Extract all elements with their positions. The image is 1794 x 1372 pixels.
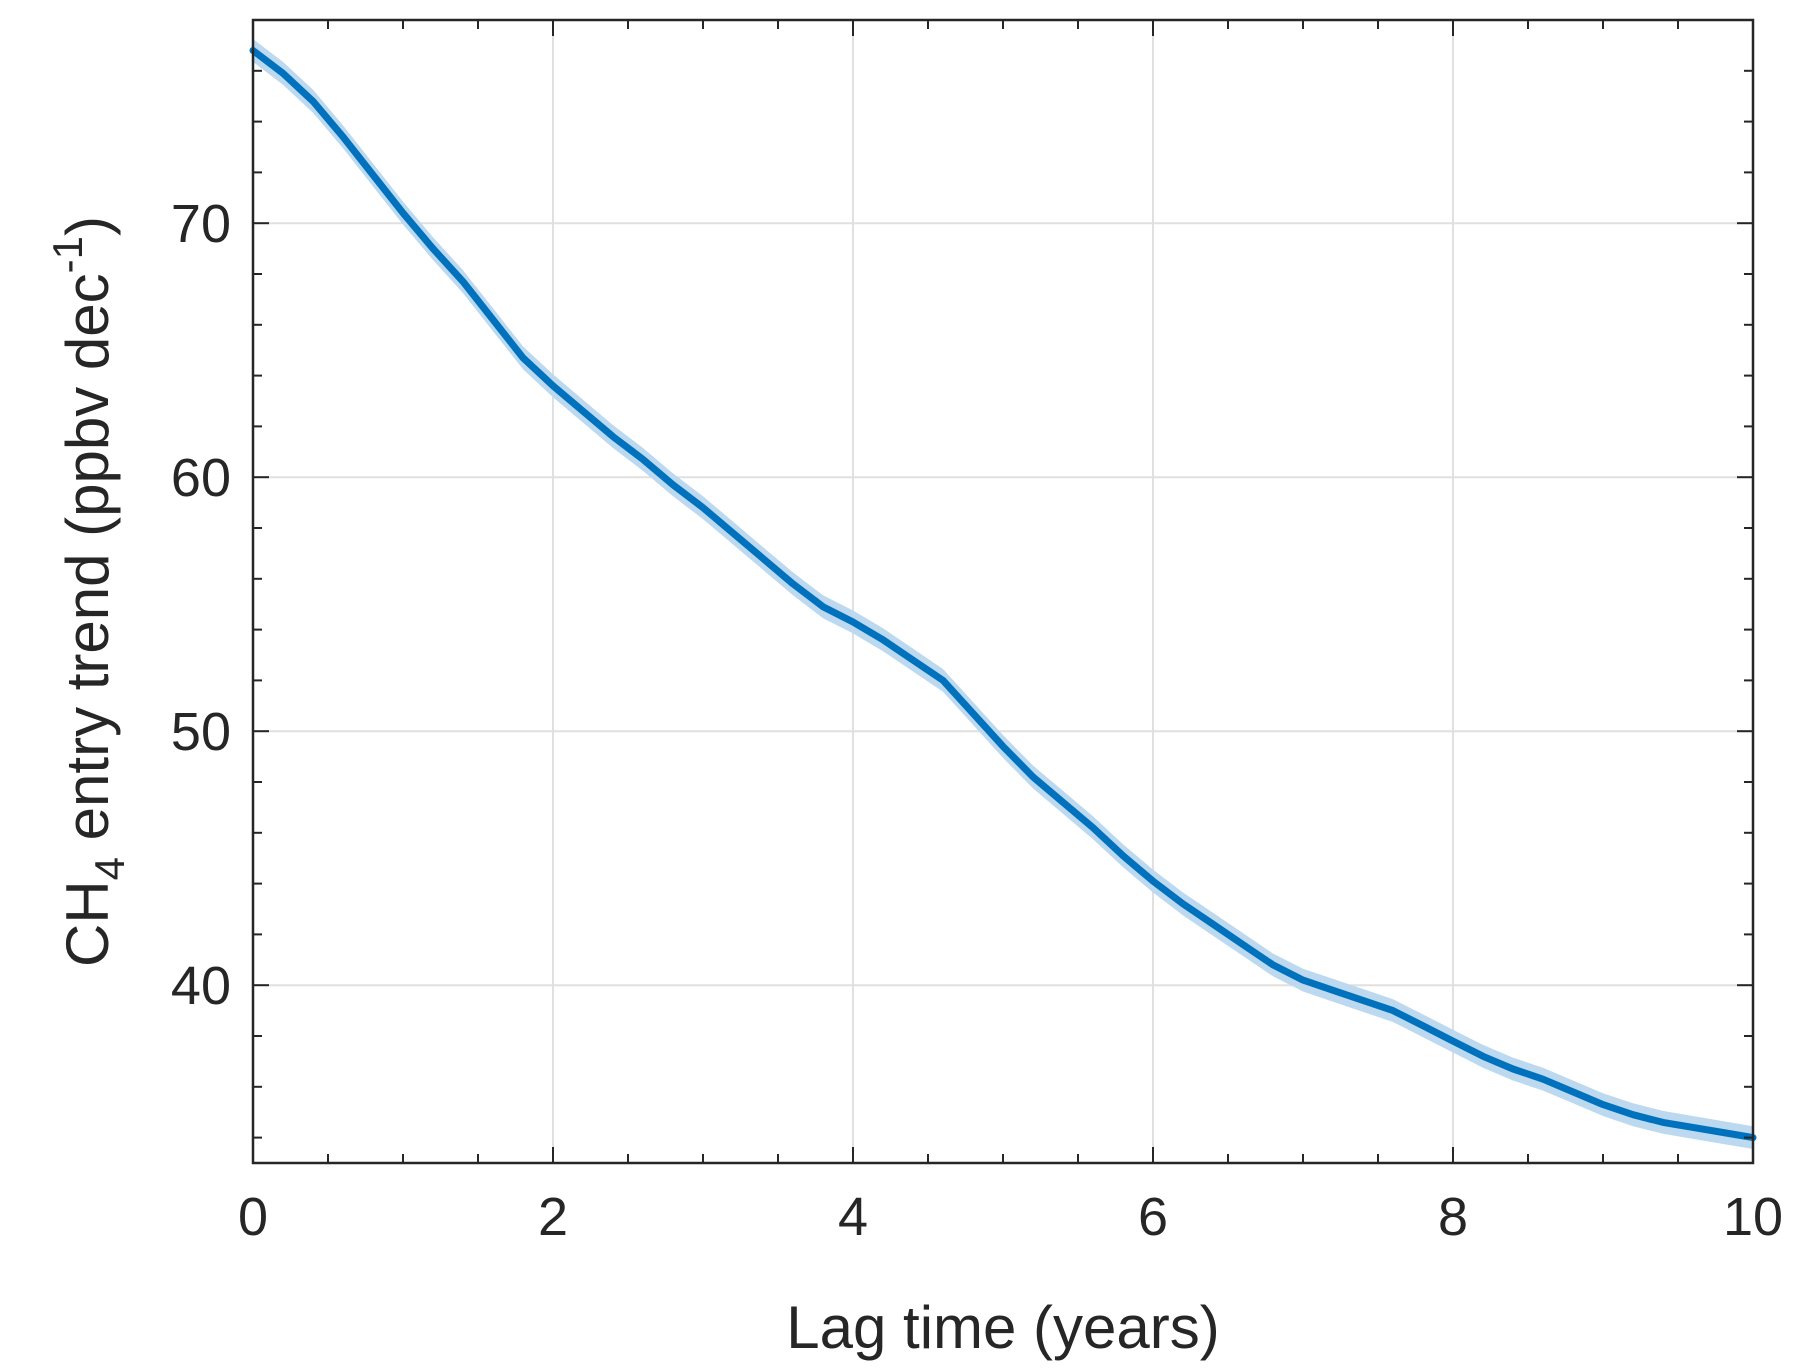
y-title-middle: entry trend (ppbv dec: [54, 273, 121, 857]
x-tick-label: 8: [1438, 1187, 1468, 1247]
grid: [252, 20, 1754, 1163]
series-confidence-band: [253, 39, 1753, 1149]
y-title-suffix: ): [54, 216, 121, 236]
y-title-subscript: 4: [86, 857, 133, 880]
x-tick-label: 4: [838, 1187, 868, 1247]
y-tick-label: 60: [171, 448, 231, 508]
series-line: [249, 47, 1757, 1142]
x-axis-title: Lag time (years): [786, 1294, 1219, 1361]
x-tick-label: 6: [1138, 1187, 1168, 1247]
plot-frame: [251, 18, 1755, 1165]
y-axis-title: CH4 entry trend (ppbv dec-1): [44, 216, 133, 967]
x-tick-label: 10: [1723, 1187, 1783, 1247]
tick-labels: 0 2 4 6 8 10 40 50 60 70: [171, 194, 1783, 1247]
y-tick-label: 70: [171, 194, 231, 254]
ticks: [252, 19, 1754, 1163]
y-tick-label: 40: [171, 956, 231, 1016]
y-title-prefix: CH: [54, 880, 121, 967]
series-layer: [249, 39, 1757, 1149]
y-title-superscript: -1: [44, 236, 91, 273]
x-tick-label: 2: [538, 1187, 568, 1247]
x-tick-label: 0: [238, 1187, 268, 1247]
y-tick-label: 50: [171, 702, 231, 762]
